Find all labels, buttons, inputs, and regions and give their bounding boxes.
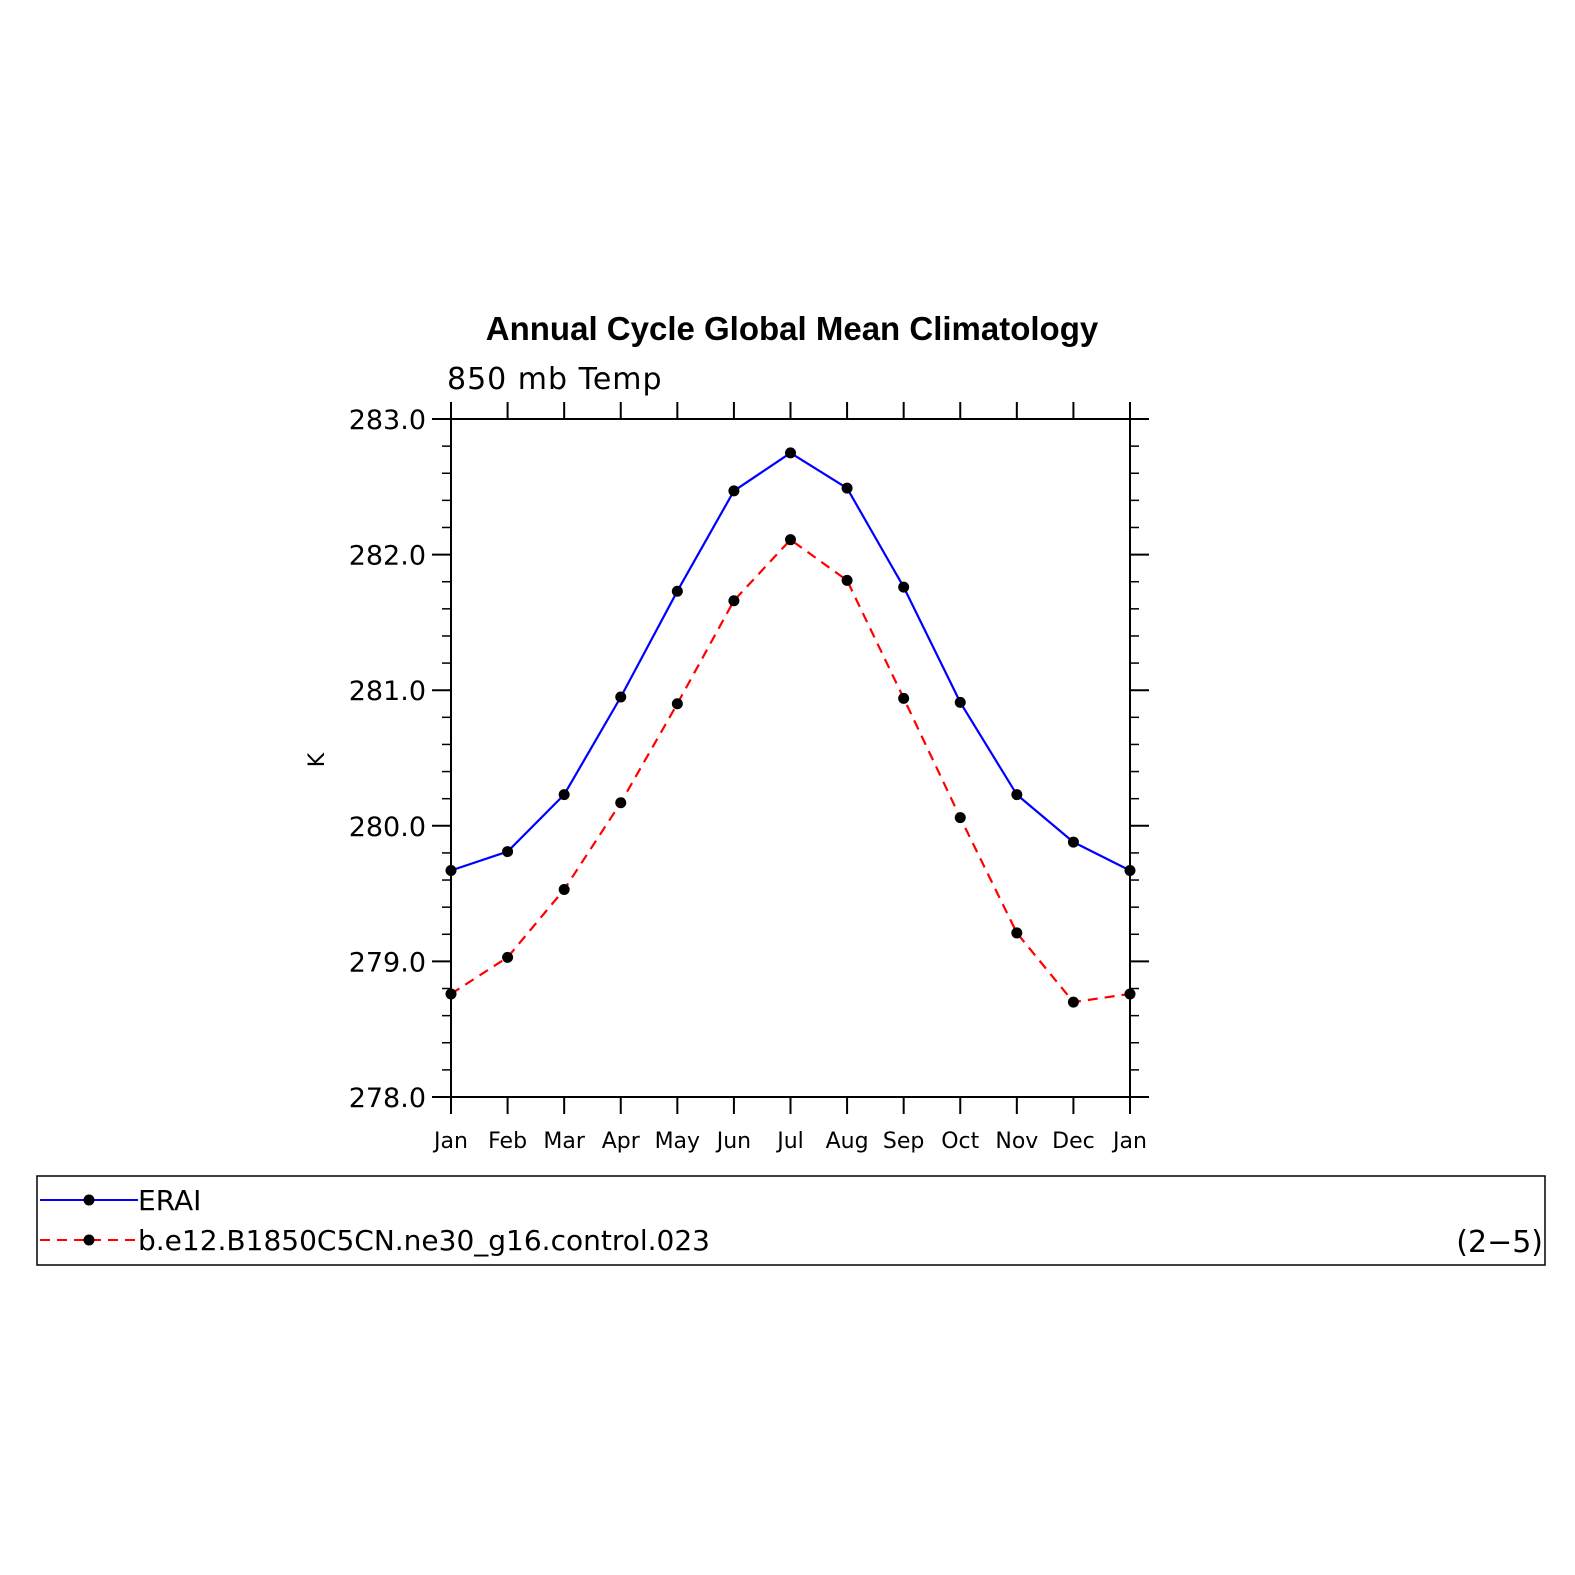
series-0-point [445, 865, 457, 877]
x-tick-label: Jan [1111, 1129, 1147, 1154]
series-1-point [615, 797, 627, 809]
x-tick-label: Jun [715, 1129, 751, 1154]
series-layer [445, 447, 1136, 1008]
series-0-point [1067, 836, 1079, 848]
x-tick-label: Jan [432, 1129, 468, 1154]
axes: Jan Feb Mar Apr May Jun Jul Aug Sep Oct Nov Dec Jan2… [349, 402, 1149, 1154]
series-0-point [1124, 865, 1136, 877]
series-line-1 [450, 538, 1131, 1004]
legend: ERAI b.e12.B1850C5CN.ne30_g16.control.02… [36, 1175, 1546, 1266]
series-1-point [785, 534, 796, 546]
legend-erai-label: ERAI [138, 1184, 201, 1217]
series-1-point [898, 692, 910, 704]
x-tick-label: Mar [543, 1129, 585, 1154]
series-1-point [1067, 996, 1079, 1008]
chart-title: Annual Cycle Global Mean Climatology [486, 310, 1099, 347]
series-0-point [898, 581, 910, 593]
series-0-point [558, 789, 570, 801]
series-0-point [502, 846, 514, 858]
legend-model-marker [83, 1234, 95, 1246]
series-1-point [841, 574, 853, 586]
series-1-point [445, 988, 457, 1000]
series-1-point [728, 595, 740, 607]
series-1-point [671, 698, 683, 710]
y-tick-label: 283.0 [349, 405, 426, 436]
series-1-point [1124, 988, 1136, 1000]
x-tick-label: Aug [826, 1129, 869, 1154]
series-0-point [841, 482, 853, 494]
x-tick-label: Nov [995, 1129, 1038, 1154]
x-tick-label: Apr [602, 1129, 641, 1154]
y-axis-label: K [305, 752, 330, 767]
series-1-point [558, 884, 570, 896]
x-tick-label: Jul [775, 1129, 804, 1154]
series-line-0 [450, 451, 1131, 872]
y-tick-label: 280.0 [349, 812, 426, 843]
x-tick-label: Feb [488, 1129, 527, 1154]
series-0-point [1011, 789, 1023, 801]
x-tick-label: Oct [941, 1129, 979, 1154]
plot-frame [450, 418, 1131, 1098]
series-0-point [954, 696, 966, 708]
series-0-point [615, 691, 627, 703]
x-tick-label: Dec [1052, 1129, 1095, 1154]
series-1-point [1011, 927, 1023, 939]
legend-erai-marker [83, 1194, 95, 1206]
legend-box [36, 1175, 1546, 1266]
y-tick-label: 281.0 [349, 676, 426, 707]
y-tick-label: 279.0 [349, 947, 426, 978]
series-0-point [728, 485, 740, 497]
series-0-point [671, 585, 683, 597]
x-tick-label: Sep [883, 1129, 924, 1154]
series-0-point [785, 447, 796, 459]
x-tick-label: May [655, 1129, 700, 1154]
panel-label: (2−5) [1456, 1225, 1543, 1260]
series-1-point [954, 812, 966, 824]
legend-model-label: b.e12.B1850C5CN.ne30_g16.control.023 [138, 1224, 710, 1257]
chart-subtitle: 850 mb Temp [447, 362, 663, 397]
series-1-point [502, 951, 514, 963]
y-tick-label: 282.0 [349, 541, 426, 572]
y-tick-label: 278.0 [349, 1083, 426, 1114]
